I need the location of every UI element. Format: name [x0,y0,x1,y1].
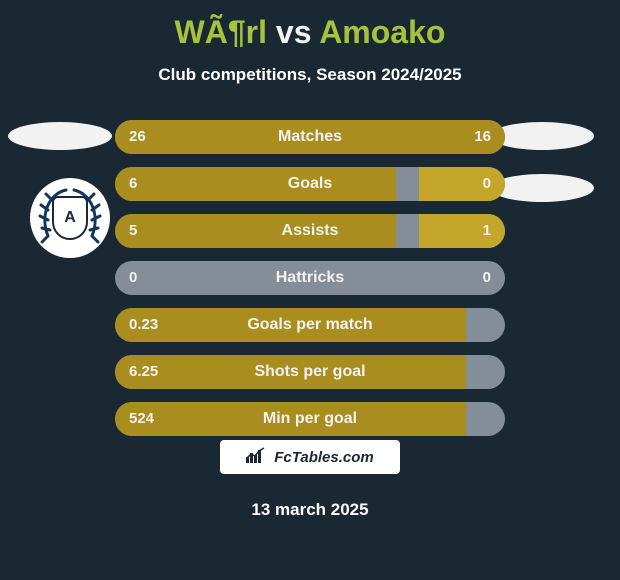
stat-label: Min per goal [115,402,505,436]
title: WÃ¶rl vs Amoako [0,0,620,51]
date-text: 13 march 2025 [0,500,620,520]
brand-badge: FcTables.com [220,440,400,474]
stat-row: 51Assists [115,214,505,248]
player2-name: Amoako [319,14,445,50]
stat-row: 00Hattricks [115,261,505,295]
club-wreath-icon: A [38,186,102,250]
stat-label: Assists [115,214,505,248]
vs-text: vs [276,14,312,50]
avatar-placeholder-right-2 [490,174,594,202]
club-shield-letter: A [64,209,76,227]
subtitle: Club competitions, Season 2024/2025 [0,51,620,85]
stat-label: Shots per goal [115,355,505,389]
stat-row: 2616Matches [115,120,505,154]
stat-label: Matches [115,120,505,154]
player1-name: WÃ¶rl [175,14,267,50]
stat-row: 6.25Shots per goal [115,355,505,389]
stat-label: Hattricks [115,261,505,295]
avatar-placeholder-left [8,122,112,150]
stat-label: Goals [115,167,505,201]
club-badge: A [30,178,110,258]
sparkline-icon [246,447,268,467]
stat-row: 0.23Goals per match [115,308,505,342]
stats-container: 2616Matches 60Goals 51Assists 00Hattricks 0.… [115,120,505,449]
brand-text: FcTables.com [274,449,373,466]
stat-label: Goals per match [115,308,505,342]
comparison-card: WÃ¶rl vs Amoako Club competitions, Seaso… [0,0,620,580]
club-shield: A [52,196,88,240]
avatar-placeholder-right-1 [490,122,594,150]
stat-row: 524Min per goal [115,402,505,436]
stat-row: 60Goals [115,167,505,201]
